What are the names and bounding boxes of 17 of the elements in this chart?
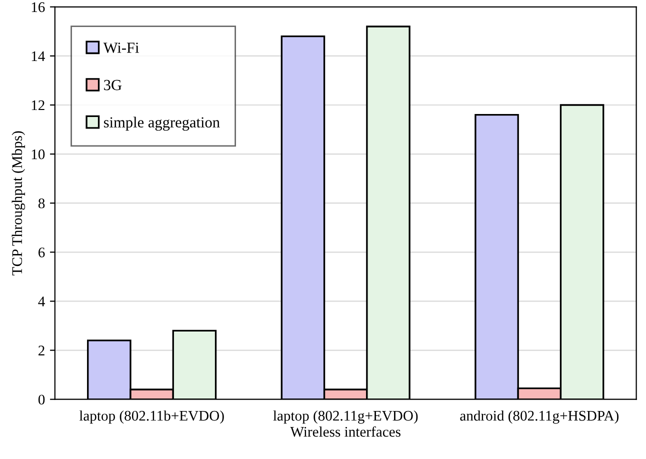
y-tick-label: 10	[32, 149, 45, 160]
y-tick-label: 14	[32, 51, 45, 61]
x-tick-label: android (802.11g+HSDPA)	[460, 410, 619, 424]
x-axis-title: Wireless interfaces	[290, 426, 400, 437]
y-tick-label: 2	[38, 346, 44, 356]
y-tick-label: 6	[38, 248, 45, 258]
y-tick-label: 12	[32, 100, 44, 110]
legend-label: Wi-Fi	[103, 42, 139, 53]
y-tick-label: 8	[38, 198, 45, 208]
y-tick-label: 16	[32, 2, 45, 12]
x-tick-label: laptop (802.11g+EVDO)	[273, 410, 418, 424]
y-axis-title: TCP Throughput (Mbps)	[12, 131, 26, 276]
legend-label: 3G	[104, 80, 122, 90]
y-tick-label: 4	[38, 296, 45, 306]
y-tick-label: 0	[38, 394, 45, 405]
legend-label: simple aggregation	[104, 116, 220, 131]
x-tick-label: laptop (802.11b+EVDO)	[79, 410, 224, 424]
